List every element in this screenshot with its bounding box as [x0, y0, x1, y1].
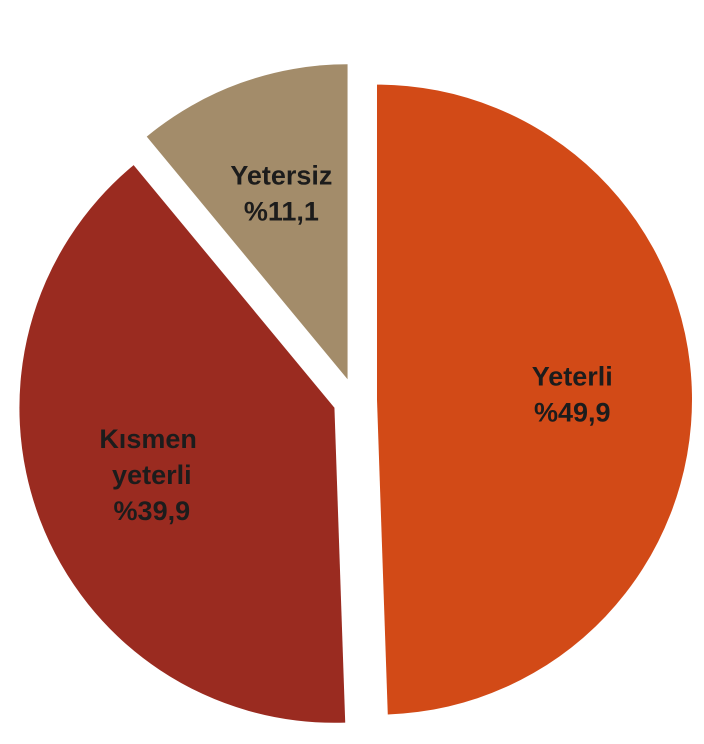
- value-label: %39,9: [114, 496, 191, 526]
- value-label: %11,1: [244, 197, 319, 227]
- slice-label: Kısmen yeterli: [99, 424, 204, 490]
- slice-label-line: Kısmen: [99, 424, 204, 454]
- slice-label-line: Yeterli: [532, 361, 613, 391]
- pie-slice: [146, 64, 348, 380]
- slice-label: Yeterli: [532, 361, 613, 391]
- slice-label-line: Yetersiz: [230, 161, 332, 191]
- slice-label: Yetersiz: [230, 161, 332, 191]
- pie-slice: [19, 165, 346, 723]
- value-label: %49,9: [534, 397, 611, 427]
- slice-label-line: yeterli: [112, 460, 192, 490]
- pie-slice: [376, 84, 692, 715]
